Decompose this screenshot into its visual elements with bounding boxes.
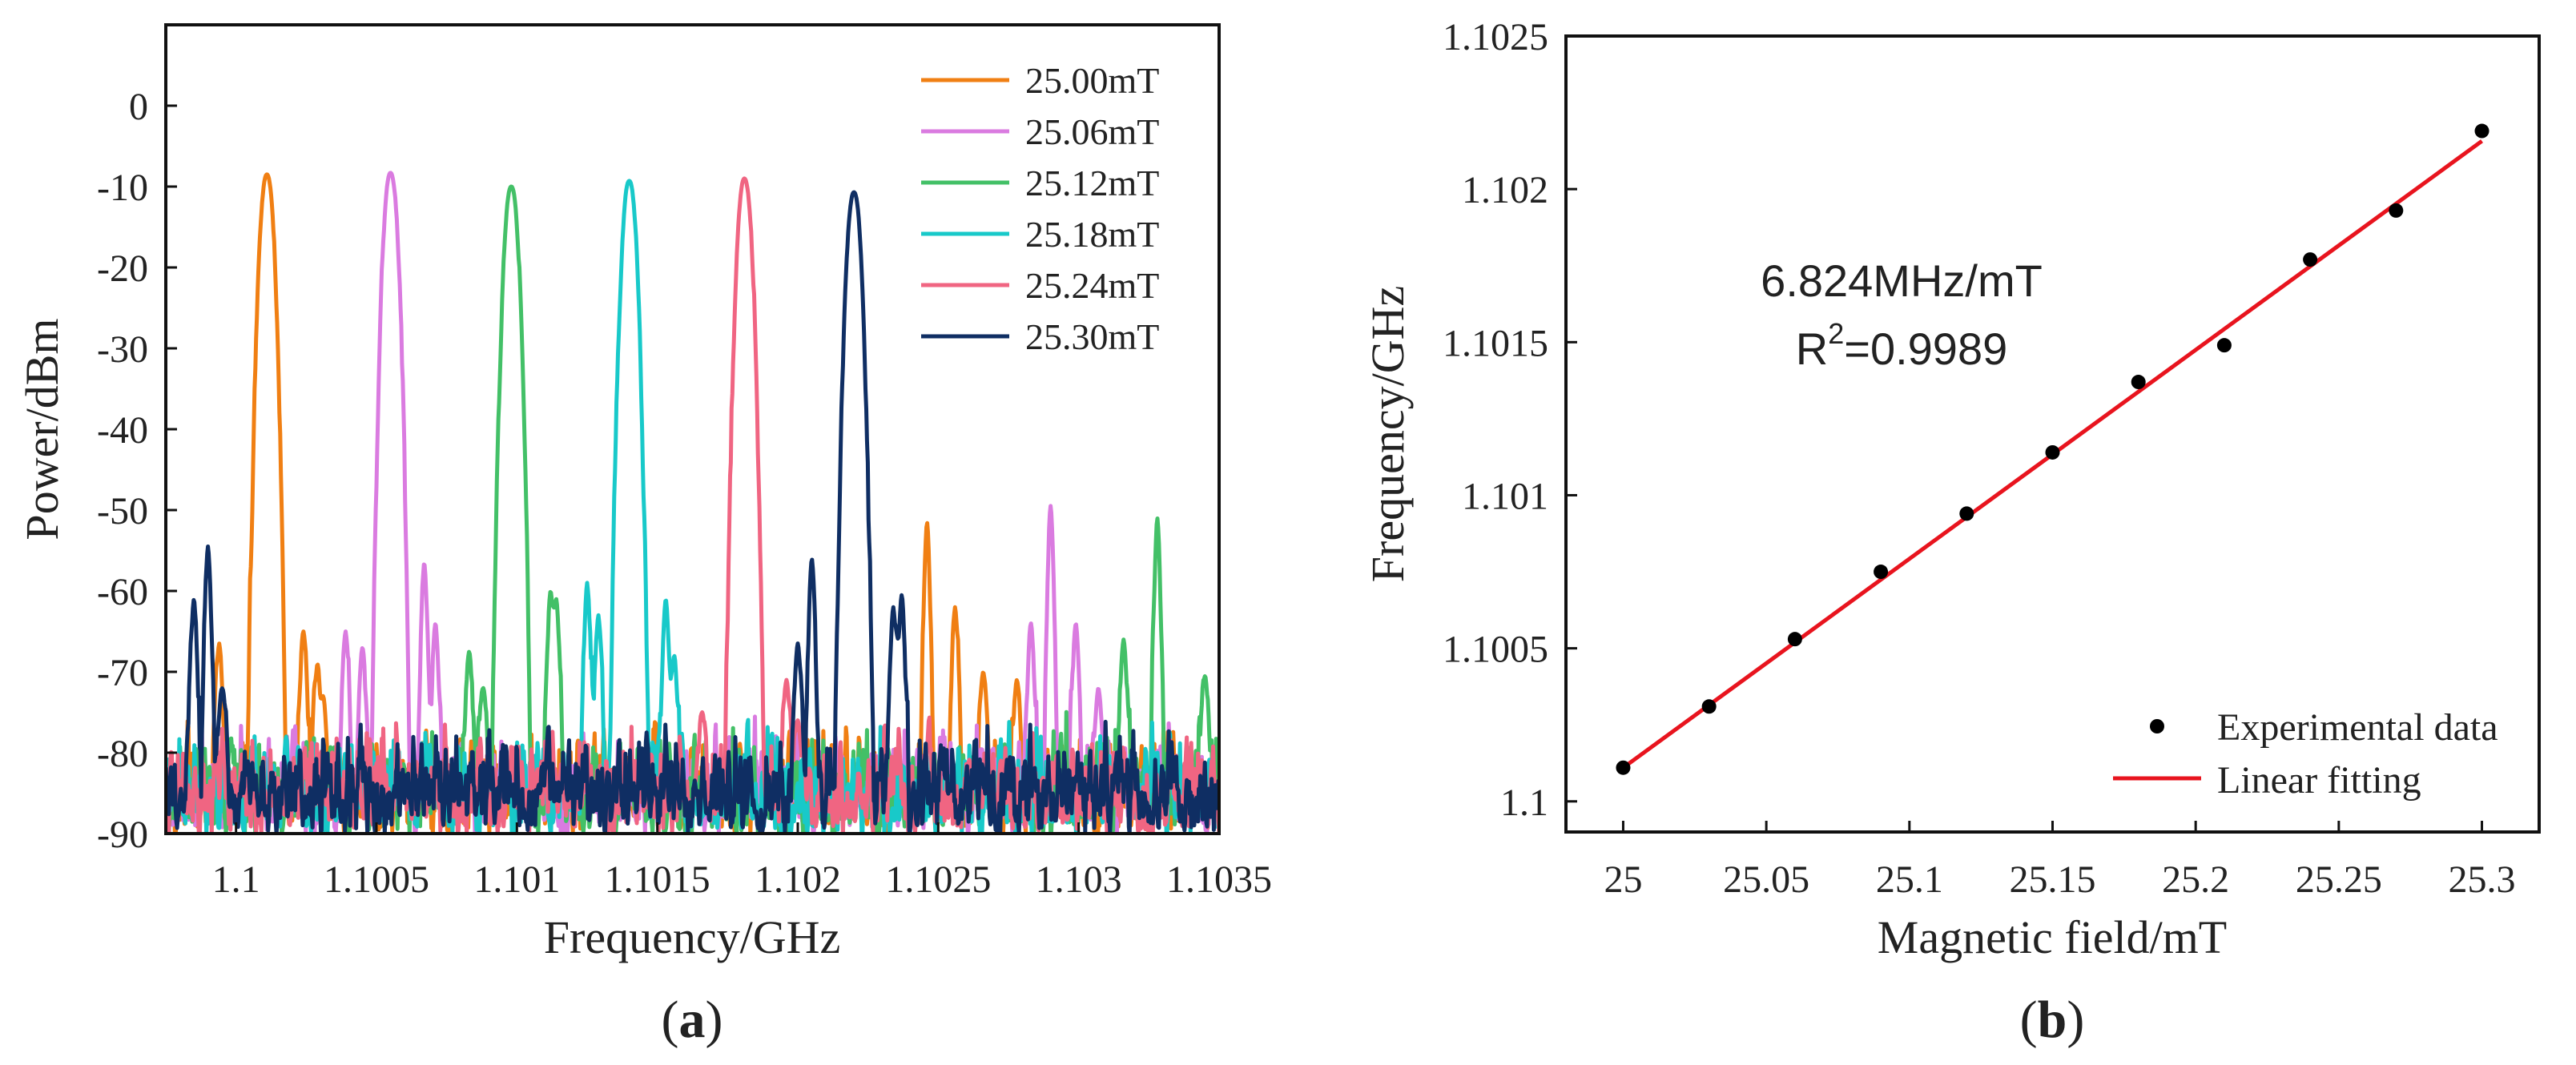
- a-legend-label: 25.30mT: [1025, 316, 1159, 357]
- a-y-tick-label: -10: [97, 167, 148, 209]
- a-x-tick-label: 1.102: [755, 858, 841, 901]
- panel-a-legend: 25.00mT 25.06mT 25.12mT 25.18mT 25.24mT 25.30…: [921, 60, 1159, 357]
- data-point: [1959, 506, 1974, 521]
- a-y-tick-label: -50: [97, 490, 148, 532]
- r-squared-prefix: R: [1796, 324, 1828, 374]
- panel-b-plot-area: [1616, 123, 2489, 775]
- legend-label-experimental: Experimental data: [2217, 706, 2498, 749]
- data-point: [2389, 203, 2404, 218]
- panel-b-annotation: 6.824MHz/mT R2=0.9989: [1761, 255, 2043, 374]
- a-legend-label: 25.12mT: [1025, 163, 1159, 203]
- a-y-tick-label: -60: [97, 571, 148, 613]
- b-y-tick-label: 1.1025: [1443, 16, 1548, 58]
- panel-b-x-axis: 25 25.05 25.1 25.15 25.2 25.25 25.3: [1604, 821, 2516, 901]
- panel-b-letter: b: [2038, 991, 2067, 1049]
- panel-b-x-axis-title: Magnetic field/mT: [1878, 911, 2227, 963]
- spectrum-line: [166, 190, 1219, 834]
- a-x-tick-label: 1.101: [473, 858, 560, 901]
- panel-b-label: (b): [2020, 991, 2085, 1049]
- panel-a-x-axis: 1.1 1.1005 1.101 1.1015 1.102 1.1025 1.103 1.10…: [212, 822, 1272, 901]
- panel-a-letter: a: [679, 991, 706, 1049]
- a-y-tick-label: 0: [129, 86, 148, 128]
- b-y-tick-label: 1.101: [1462, 475, 1548, 517]
- a-y-tick-label: -90: [97, 814, 148, 856]
- panel-a: 0-10-20-30-40-50-60-70-80-90 1.1 1.1005 1.…: [16, 23, 1272, 1049]
- a-x-tick-label: 1.103: [1036, 858, 1122, 901]
- b-y-tick-label: 1.1005: [1443, 629, 1548, 671]
- data-point: [1787, 632, 1802, 647]
- legend-label-fitting: Linear fitting: [2217, 759, 2421, 802]
- data-point: [1874, 565, 1889, 580]
- b-x-tick-label: 25.05: [1723, 858, 1809, 901]
- r-squared-exponent: 2: [1828, 317, 1844, 350]
- b-x-tick-label: 25.25: [2296, 858, 2382, 901]
- panel-b-y-axis-title: Frequency/GHz: [1362, 286, 1414, 582]
- b-x-tick-label: 25.2: [2162, 858, 2229, 901]
- panel-a-plot-area: [166, 171, 1219, 834]
- slope-annotation: 6.824MHz/mT: [1761, 255, 2043, 306]
- r-squared-value: =0.9989: [1844, 324, 2007, 374]
- data-point: [2216, 338, 2232, 353]
- b-y-tick-label: 1.1015: [1443, 322, 1548, 364]
- panel-a-y-axis-title: Power/dBm: [16, 318, 68, 540]
- b-y-tick-label: 1.1: [1500, 782, 1548, 824]
- a-y-tick-label: -40: [97, 409, 148, 452]
- a-legend-label: 25.24mT: [1025, 265, 1159, 306]
- a-x-tick-label: 1.1005: [324, 858, 429, 901]
- a-y-tick-label: -30: [97, 328, 148, 371]
- panel-b-y-axis: 1.1 1.1005 1.101 1.1015 1.102 1.1025: [1443, 16, 1577, 824]
- r-squared-annotation: R2=0.9989: [1796, 317, 2007, 374]
- a-x-tick-label: 1.1: [212, 858, 260, 901]
- panel-a-x-axis-title: Frequency/GHz: [544, 911, 840, 963]
- data-point: [2131, 375, 2146, 390]
- panel-a-label: (a): [662, 991, 723, 1049]
- a-x-tick-label: 1.1035: [1166, 858, 1272, 901]
- b-x-tick-label: 25: [1604, 858, 1642, 901]
- a-legend-label: 25.00mT: [1025, 60, 1159, 101]
- panel-a-y-axis: 0 -10 -20 -30 -40 -50 -60 -70 -80 -90: [97, 86, 177, 856]
- data-point: [2303, 252, 2318, 267]
- a-legend-label: 25.18mT: [1025, 214, 1159, 255]
- a-x-tick-label: 1.1015: [605, 858, 710, 901]
- data-point: [1616, 760, 1631, 775]
- panel-b-legend: Experimental data Linear fitting: [2113, 706, 2498, 802]
- a-y-tick-label: -80: [97, 733, 148, 775]
- b-y-tick-label: 1.102: [1462, 169, 1548, 211]
- data-point: [1701, 699, 1717, 714]
- legend-marker-experimental: [2150, 719, 2164, 733]
- b-x-tick-label: 25.15: [2010, 858, 2096, 901]
- a-y-tick-label: -70: [97, 652, 148, 694]
- b-x-tick-label: 25.3: [2449, 858, 2516, 901]
- data-point: [2045, 444, 2060, 460]
- a-y-tick-label: -20: [97, 247, 148, 290]
- data-point: [2474, 123, 2489, 139]
- a-legend-label: 25.06mT: [1025, 111, 1159, 152]
- b-x-tick-label: 25.1: [1876, 858, 1943, 901]
- a-x-tick-label: 1.1025: [885, 858, 991, 901]
